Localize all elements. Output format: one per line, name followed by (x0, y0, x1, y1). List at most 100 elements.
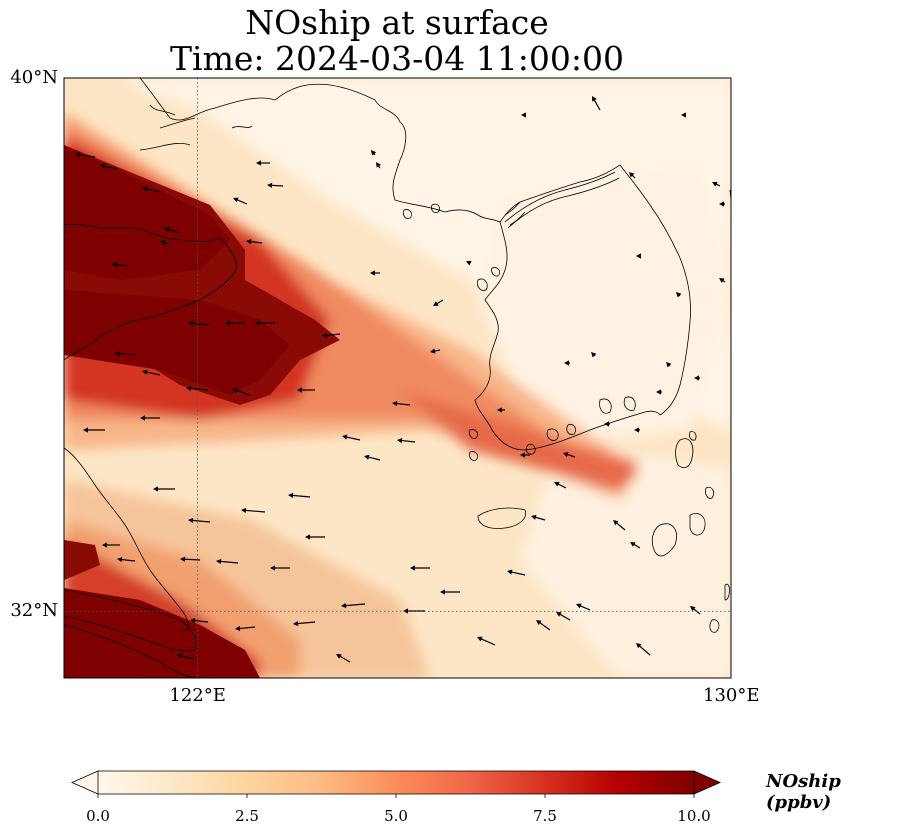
wind-arrow-head (160, 239, 166, 245)
wind-arrow-shaft (190, 519, 211, 523)
wind-arrow-shaft (192, 619, 209, 623)
wind-arrow-head (636, 253, 641, 259)
wind-arrow-head (256, 160, 261, 166)
wind-arrow-shaft (558, 612, 571, 621)
wind-arrow-shaft (538, 621, 551, 631)
wind-arrow-head (636, 643, 642, 649)
wind-arrow-head (188, 320, 194, 327)
wind-arrow-head (115, 350, 121, 357)
wind-arrow-head (305, 534, 310, 540)
colorbar-extend-min (71, 770, 99, 795)
wind-arrow-shaft (344, 436, 361, 441)
wind-arrow-head (322, 332, 328, 339)
wind-arrow-head (630, 542, 636, 547)
wind-arrow-shaft (509, 571, 526, 576)
wind-arrow-head (288, 492, 294, 499)
wind-arrow-head (634, 427, 639, 433)
wind-arrow-head (690, 606, 696, 612)
wind-arrow-head (100, 163, 106, 169)
colorbar-tick-label: 2.5 (235, 807, 259, 825)
wind-arrow-shaft (188, 387, 209, 391)
wind-arrow-shaft (114, 263, 129, 267)
lon-tick-label: 122°E (169, 685, 226, 706)
coastlines (64, 78, 731, 678)
wind-arrow-head (153, 486, 158, 492)
wind-arrow-shaft (144, 188, 161, 193)
wind-vectors (75, 96, 726, 663)
wind-arrow-head (216, 558, 222, 565)
wind-arrow-head (225, 320, 230, 326)
wind-arrow-shaft (243, 509, 266, 513)
wind-arrow-head (371, 150, 377, 156)
colorbar-extend-max (693, 770, 721, 795)
wind-arrow-head (102, 542, 107, 548)
wind-arrow-head (190, 617, 196, 624)
wind-arrow-head (629, 172, 635, 178)
wind-arrow-head (604, 421, 609, 427)
wind-arrow-head (140, 415, 145, 421)
wind-arrow-shaft (295, 621, 316, 625)
wind-arrow-head (232, 388, 238, 394)
wind-arrow-head (235, 625, 241, 632)
concentration-field (64, 78, 731, 678)
wind-arrow-shaft (234, 389, 251, 396)
wind-arrow-shaft (237, 626, 256, 630)
wind-arrow-head (255, 320, 260, 326)
wind-arrow-head (180, 556, 186, 562)
wind-arrow-shaft (637, 644, 651, 656)
wind-arrow-head (186, 385, 192, 392)
wind-arrow-head (712, 181, 718, 187)
wind-arrow-head (267, 182, 273, 188)
wind-arrow-shaft (324, 333, 341, 337)
wind-arrow-head (576, 603, 582, 609)
wind-arrow-head (440, 589, 445, 595)
wind-arrow-head (719, 201, 724, 207)
colorbar-tick-label: 0.0 (86, 807, 110, 825)
wind-arrow-head (336, 654, 342, 659)
colorbar-gradient (98, 771, 694, 794)
wind-arrow-shaft (77, 153, 96, 158)
wind-arrow-head (297, 387, 302, 393)
wind-arrow-head (142, 186, 148, 192)
wind-arrow-shaft (179, 655, 196, 660)
wind-arrow-shaft (235, 198, 248, 205)
wind-arrow-head (117, 556, 123, 563)
wind-arrow-head (177, 653, 183, 659)
wind-arrow-head (681, 112, 686, 118)
wind-arrow-shaft (592, 98, 601, 111)
colorbar-tick-label: 7.5 (533, 807, 557, 825)
wind-arrow-head (676, 292, 682, 298)
wind-arrow-head (112, 262, 118, 268)
wind-arrow-head (656, 389, 661, 395)
wind-arrow-shaft (218, 560, 239, 564)
wind-arrow-shaft (479, 637, 496, 646)
wind-arrow-head (376, 162, 381, 168)
wind-arrow-shaft (144, 371, 161, 376)
wind-arrow-head (83, 427, 88, 433)
wind-arrow-head (592, 96, 597, 102)
wind-arrow-head (477, 636, 483, 642)
wind-arrow-head (241, 507, 247, 514)
wind-arrow-head (694, 375, 699, 381)
lat-tick-label: 40°N (10, 67, 58, 88)
wind-arrow-head (370, 270, 375, 276)
wind-arrow-head (556, 612, 562, 617)
colorbar-label: NOship (ppbv) (766, 771, 841, 813)
wind-arrow-head (564, 360, 569, 366)
lat-tick-label: 32°N (10, 600, 58, 622)
map-frame (63, 77, 732, 679)
wind-arrow-head (397, 437, 403, 444)
wind-arrow-head (507, 569, 513, 575)
wind-arrow-head (142, 369, 148, 375)
wind-arrow-head (293, 620, 299, 627)
wind-arrow-head (554, 481, 560, 487)
wind-arrow-head (521, 112, 526, 118)
wind-arrow-shaft (290, 494, 311, 498)
wind-arrow-head (410, 565, 415, 571)
wind-arrow-shaft (119, 558, 136, 562)
wind-arrow-head (233, 197, 239, 203)
wind-arrow-head (75, 152, 81, 158)
wind-arrow-shaft (366, 456, 381, 461)
colorbar-tick-label: 5.0 (384, 807, 408, 825)
